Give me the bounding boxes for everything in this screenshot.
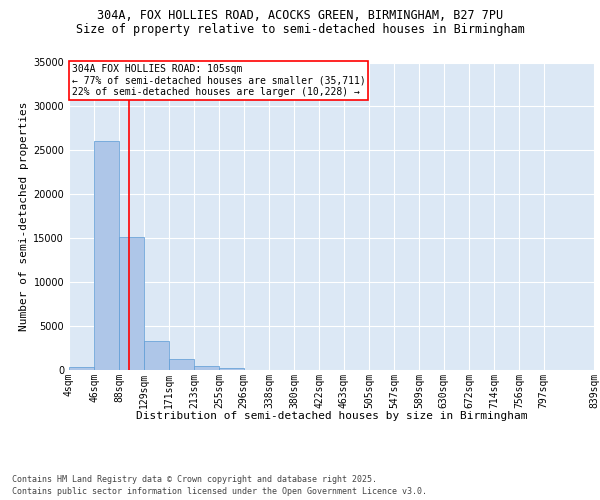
Text: Size of property relative to semi-detached houses in Birmingham: Size of property relative to semi-detach… <box>76 22 524 36</box>
Bar <box>119 238 144 370</box>
Text: Contains public sector information licensed under the Open Government Licence v3: Contains public sector information licen… <box>12 487 427 496</box>
Bar <box>94 140 119 370</box>
Bar <box>144 342 169 370</box>
X-axis label: Distribution of semi-detached houses by size in Birmingham: Distribution of semi-detached houses by … <box>136 411 527 421</box>
Y-axis label: Number of semi-detached properties: Number of semi-detached properties <box>19 102 29 331</box>
Text: Contains HM Land Registry data © Crown copyright and database right 2025.: Contains HM Land Registry data © Crown c… <box>12 475 377 484</box>
Bar <box>69 367 94 370</box>
Bar <box>169 360 194 370</box>
Bar <box>220 368 244 370</box>
Bar <box>194 366 219 370</box>
Text: 304A FOX HOLLIES ROAD: 105sqm
← 77% of semi-detached houses are smaller (35,711): 304A FOX HOLLIES ROAD: 105sqm ← 77% of s… <box>71 64 365 97</box>
Text: 304A, FOX HOLLIES ROAD, ACOCKS GREEN, BIRMINGHAM, B27 7PU: 304A, FOX HOLLIES ROAD, ACOCKS GREEN, BI… <box>97 9 503 22</box>
